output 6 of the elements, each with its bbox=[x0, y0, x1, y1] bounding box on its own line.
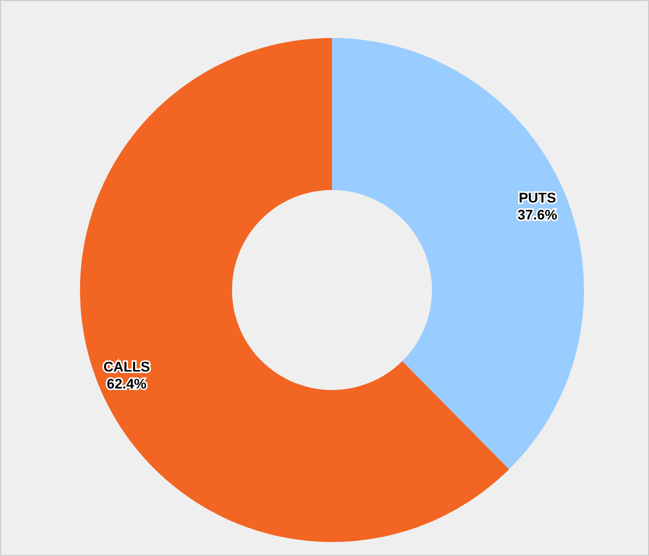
donut-slice bbox=[332, 38, 584, 470]
slice-label: PUTS bbox=[518, 190, 556, 206]
data-label: 37.6% bbox=[518, 206, 558, 223]
data-label: 62.4% bbox=[106, 375, 148, 392]
donut-slice bbox=[80, 38, 510, 542]
slice-label: CALLS bbox=[103, 358, 150, 374]
